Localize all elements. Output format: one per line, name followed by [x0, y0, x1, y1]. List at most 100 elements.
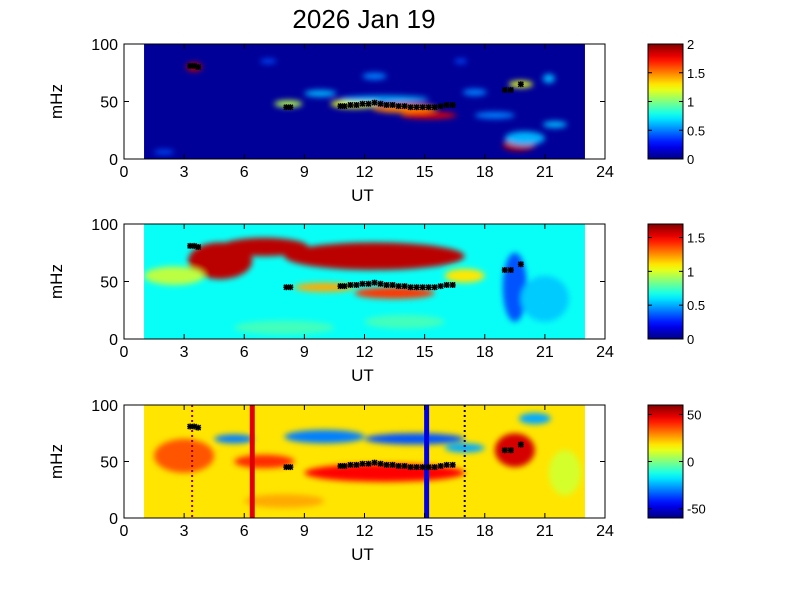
x-tick-label: 18	[476, 164, 494, 181]
x-tick-label: 24	[596, 164, 614, 181]
x-tick-label: 21	[536, 164, 554, 181]
heatmap-blob	[284, 242, 465, 270]
overlay-point	[371, 99, 378, 106]
heatmap-blob	[542, 73, 555, 84]
overlay-point	[517, 261, 524, 268]
overlay-point	[187, 423, 194, 430]
y-tick-label: 0	[109, 152, 118, 169]
overlay-point	[413, 104, 420, 111]
x-tick-label: 12	[356, 523, 374, 540]
heatmap	[144, 44, 585, 159]
colorbar-tick-label: 0.5	[687, 123, 705, 138]
y-tick-label: 100	[91, 37, 118, 54]
overlay-point	[425, 464, 432, 471]
overlay-point	[195, 63, 202, 71]
x-axis-label: UT	[351, 545, 374, 564]
overlay-point	[407, 464, 414, 471]
overlay-point	[337, 283, 344, 290]
colorbar: 0 0.5 1 1.5	[647, 223, 705, 347]
heatmap-blob	[444, 268, 485, 283]
overlay-point	[507, 86, 514, 94]
overlay-point	[425, 284, 432, 291]
x-tick-label: 12	[356, 164, 374, 181]
overlay-point	[353, 461, 360, 468]
heatmap-blob	[284, 429, 365, 444]
y-tick-label: 100	[91, 217, 118, 234]
overlay-point	[359, 460, 366, 467]
y-axis-label: mHz	[47, 264, 66, 299]
overlay-point	[383, 461, 390, 468]
overlay-point	[365, 100, 372, 107]
overlay-point	[341, 103, 348, 110]
heatmap-blob	[234, 320, 335, 335]
overlay-point	[287, 284, 294, 291]
x-tick-label: 18	[476, 523, 494, 540]
heatmap-blob	[274, 100, 303, 108]
x-tick-label: 3	[180, 344, 189, 361]
x-axis-label: UT	[351, 366, 374, 385]
heatmap-blob	[364, 314, 445, 329]
overlay-point	[425, 104, 432, 111]
overlay-point	[347, 101, 354, 108]
overlay-point	[443, 461, 450, 468]
overlay-point	[195, 243, 202, 251]
overlay-point	[395, 283, 402, 290]
overlay-point	[337, 103, 344, 110]
overlay-point	[437, 283, 444, 290]
overlay-point	[191, 423, 198, 430]
x-tick-label: 6	[240, 344, 249, 361]
x-tick-label: 0	[120, 523, 129, 540]
x-tick-label: 24	[596, 344, 614, 361]
overlay-point	[443, 281, 450, 288]
y-tick-label: 50	[100, 275, 118, 292]
heatmap-blob	[362, 72, 387, 80]
heatmap-blob	[260, 58, 277, 64]
overlay-point	[389, 281, 396, 288]
heatmap-blob	[474, 111, 515, 119]
x-tick-label: 18	[476, 344, 494, 361]
colorbar-tick-label: 0	[687, 152, 694, 167]
x-tick-label: 24	[596, 523, 614, 540]
colorbar-tick-label: 0	[687, 332, 694, 347]
overlay-point	[353, 281, 360, 288]
heatmap-blob	[304, 90, 337, 97]
y-tick-label: 50	[100, 95, 118, 112]
colorbar-scale	[647, 223, 684, 340]
overlay-point	[419, 104, 426, 111]
colorbar-tick-label: 50	[687, 407, 701, 422]
overlay-point	[341, 283, 348, 290]
heatmap-blob	[520, 275, 569, 322]
panel-3: 0 3 6 9 12 15 18 21 24 0 50 100 UT mHz -50 0 50	[47, 398, 706, 564]
overlay-point	[377, 460, 384, 467]
heatmap-blob	[494, 433, 535, 468]
overlay-point	[517, 81, 524, 88]
colorbar: 0 0.5 1 1.5 2	[647, 37, 705, 167]
overlay-point	[413, 464, 420, 471]
y-tick-label: 0	[109, 511, 118, 528]
x-tick-label: 21	[536, 523, 554, 540]
x-tick-label: 3	[180, 523, 189, 540]
overlay-point	[507, 447, 514, 454]
heatmap-blob	[400, 111, 457, 119]
overlay-point	[449, 461, 456, 468]
colorbar-tick-label: 0.5	[687, 298, 705, 313]
colorbar-scale	[647, 404, 684, 519]
overlay-point	[507, 266, 514, 274]
chart-title: 2026 Jan 19	[292, 4, 435, 34]
colorbar: -50 0 50	[647, 404, 706, 519]
overlay-point	[283, 284, 290, 291]
overlay-point	[383, 281, 390, 288]
x-tick-label: 6	[240, 523, 249, 540]
overlay-point	[407, 104, 414, 111]
heatmap-blob	[234, 454, 295, 469]
overlay-point	[191, 62, 198, 69]
x-tick-label: 12	[356, 344, 374, 361]
overlay-point	[191, 242, 198, 249]
overlay-point	[347, 281, 354, 288]
overlay-point	[337, 462, 344, 470]
overlay-point	[347, 461, 354, 468]
overlay-point	[501, 86, 508, 94]
overlay-point	[187, 62, 194, 69]
overlay-point	[187, 242, 194, 249]
overlay-point	[341, 462, 348, 470]
